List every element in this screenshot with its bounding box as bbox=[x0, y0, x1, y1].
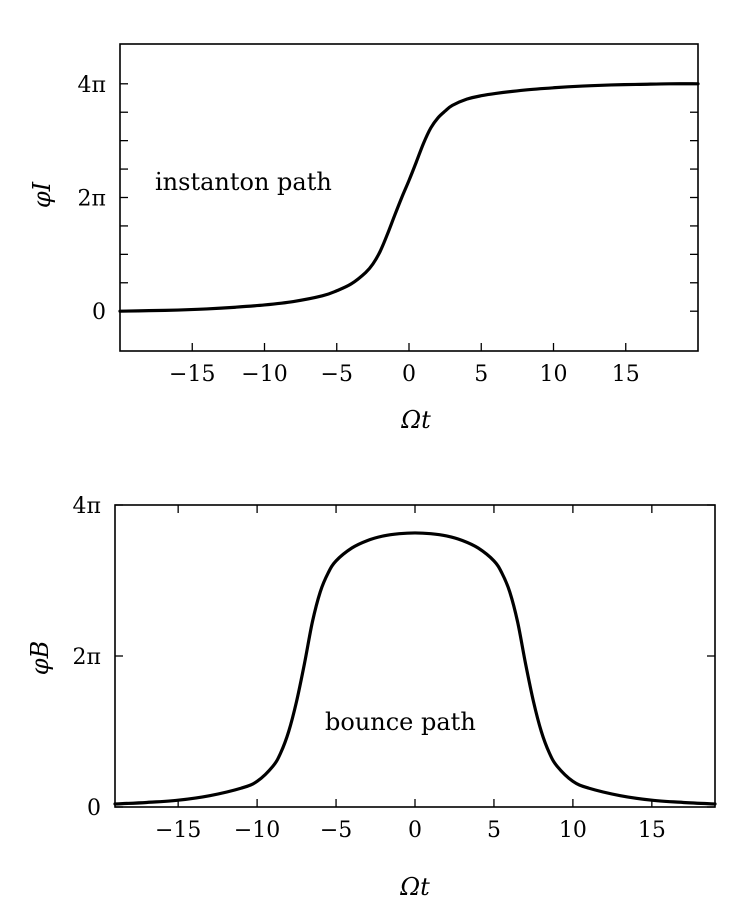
instanton-x-ticks: −15 −10 −5 0 5 10 15 bbox=[169, 343, 640, 387]
instanton-x-tick-label: −5 bbox=[321, 362, 353, 387]
bounce-plot-frame bbox=[114, 504, 716, 808]
instanton-x-tick-label: 0 bbox=[402, 362, 416, 387]
instanton-x-axis-label: Ωt bbox=[400, 406, 431, 434]
bounce-y-axis-label: φB bbox=[26, 641, 54, 675]
bounce-x-tick-label: −5 bbox=[320, 818, 352, 843]
bounce-x-tick-label: 15 bbox=[638, 818, 666, 843]
instanton-x-tick-label: 5 bbox=[474, 362, 488, 387]
instanton-y-ticks: 0 2π 4π bbox=[78, 73, 698, 325]
bounce-x-tick-label: 10 bbox=[559, 818, 587, 843]
bounce-x-tick-label: 0 bbox=[408, 818, 422, 843]
instanton-x-tick-label: −15 bbox=[169, 362, 215, 387]
bounce-y-tick-label: 2π bbox=[73, 645, 101, 670]
bounce-curve bbox=[113, 531, 717, 806]
bounce-chart: −15 −10 −5 0 5 10 15 0 2π 4π bounce path Ωt φB bbox=[26, 494, 717, 901]
instanton-y-tick-label: 0 bbox=[92, 300, 106, 325]
bounce-x-tick-label: −10 bbox=[234, 818, 280, 843]
bounce-x-tick-label: −15 bbox=[155, 818, 201, 843]
instanton-x-tick-label: 15 bbox=[612, 362, 640, 387]
instanton-plot-frame bbox=[119, 43, 699, 352]
bounce-x-tick-label: 5 bbox=[487, 818, 501, 843]
bounce-y-tick-label: 4π bbox=[73, 494, 101, 519]
instanton-y-tick-label: 4π bbox=[78, 73, 106, 98]
instanton-y-axis-label: φI bbox=[28, 181, 56, 208]
instanton-x-tick-label: 10 bbox=[540, 362, 568, 387]
instanton-x-tick-label: −10 bbox=[241, 362, 287, 387]
instanton-chart: −15 −10 −5 0 5 10 15 0 2π 4π instanton path Ωt φ… bbox=[28, 43, 700, 434]
bounce-y-ticks: 0 2π 4π bbox=[73, 494, 715, 821]
instanton-curve bbox=[118, 82, 700, 313]
bounce-x-ticks: −15 −10 −5 0 5 10 15 bbox=[155, 505, 666, 843]
bounce-x-axis-label: Ωt bbox=[399, 873, 430, 901]
instanton-annotation: instanton path bbox=[155, 168, 332, 196]
bounce-y-tick-label: 0 bbox=[87, 796, 101, 821]
instanton-y-tick-label: 2π bbox=[78, 187, 106, 212]
bounce-annotation: bounce path bbox=[325, 708, 476, 736]
